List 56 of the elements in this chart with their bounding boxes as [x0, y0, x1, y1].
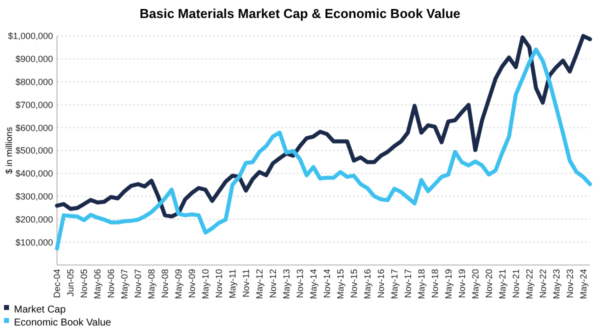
x-tick-label: Nov-09: [186, 269, 197, 298]
x-tick-label: Nov-10: [214, 269, 224, 298]
x-tick-label: May-11: [227, 269, 238, 298]
x-tick-label: May-19: [443, 269, 454, 300]
legend-label: Economic Book Value: [14, 318, 112, 328]
y-tick-label: $200,000: [15, 214, 53, 224]
x-tick-label: May-24: [578, 269, 588, 300]
x-tick-label: May-06: [92, 269, 102, 300]
x-tick-label: Nov-05: [78, 269, 89, 298]
x-tick-label: May-13: [281, 269, 292, 300]
x-tick-label: May-20: [470, 269, 480, 300]
x-tick-label: Nov-06: [106, 269, 116, 298]
x-tick-label: Nov-21: [510, 269, 521, 298]
x-tick-label: May-15: [335, 269, 346, 300]
x-tick-label: Nov-18: [430, 269, 440, 298]
x-tick-label: Nov-15: [348, 269, 359, 298]
y-tick-label: $300,000: [15, 191, 53, 202]
x-tick-label: Nov-22: [538, 269, 548, 298]
x-tick-label: Nov-07: [132, 269, 143, 298]
x-tick-label: Nov-19: [456, 269, 467, 298]
x-tick-label: May-10: [200, 269, 210, 300]
x-tick-label: May-14: [308, 269, 318, 300]
x-tick-label: Jun-05: [65, 269, 76, 297]
x-tick-label: Nov-17: [402, 269, 413, 298]
x-tick-label: May-21: [497, 269, 508, 300]
x-tick-label: May-17: [389, 269, 400, 300]
x-tick-label: Nov-14: [322, 269, 332, 298]
y-axis-title: $ in millions: [4, 126, 14, 174]
y-tick-label: $400,000: [15, 168, 53, 179]
legend-label: Market Cap: [14, 304, 66, 316]
y-tick-label: $500,000: [15, 146, 53, 156]
x-tick-label: May-08: [146, 269, 156, 300]
x-tick-label: May-22: [524, 269, 534, 300]
y-tick-label: $100,000: [15, 237, 53, 248]
y-tick-label: $900,000: [15, 54, 53, 64]
x-tick-label: May-07: [119, 269, 130, 300]
x-tick-label: Nov-23: [564, 269, 575, 298]
x-tick-label: Nov-08: [160, 269, 170, 298]
x-tick-label: May-16: [362, 269, 372, 300]
x-tick-label: Nov-12: [268, 269, 278, 298]
y-tick-label: $800,000: [15, 76, 53, 87]
x-tick-label: May-23: [551, 269, 562, 300]
x-tick-label: Nov-11: [240, 269, 251, 298]
x-tick-label: May-09: [173, 269, 184, 300]
x-tick-label: Dec-04: [52, 269, 62, 298]
x-tick-label: May-12: [254, 269, 264, 300]
y-tick-label: $1,000,000: [8, 31, 53, 42]
x-tick-label: Nov-13: [294, 269, 305, 298]
x-tick-label: May-18: [416, 269, 426, 300]
y-tick-label: $600,000: [15, 122, 53, 133]
line-series: [55, 48, 592, 251]
x-tick-label: Nov-16: [376, 269, 386, 298]
chart-title: Basic Materials Market Cap & Economic Book Value: [140, 6, 460, 21]
x-tick-label: Nov-20: [484, 269, 494, 298]
line-series: [55, 34, 592, 218]
y-tick-label: $700,000: [15, 100, 53, 110]
